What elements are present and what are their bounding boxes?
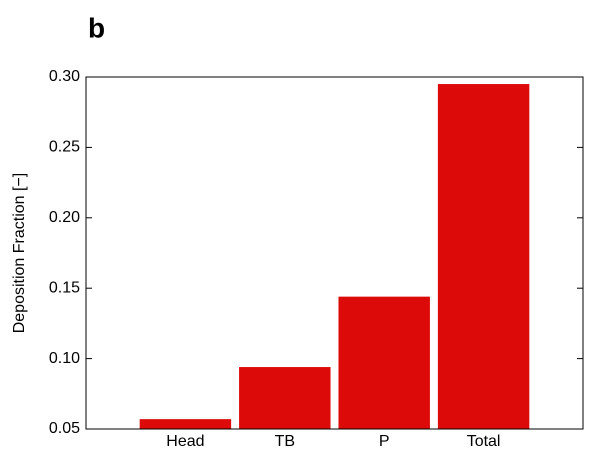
- bar: [239, 367, 331, 429]
- bar: [338, 296, 430, 429]
- y-tick-label: 0.25: [49, 139, 80, 156]
- panel-label: b: [88, 12, 105, 43]
- x-tick-label: Total: [467, 433, 501, 450]
- y-axis-label: Deposition Fraction [−]: [11, 173, 28, 334]
- x-tick-label: P: [379, 433, 390, 450]
- bar: [437, 84, 530, 429]
- y-tick-label: 0.30: [49, 68, 80, 85]
- y-tick-label: 0.15: [49, 279, 80, 296]
- y-tick-label: 0.05: [49, 420, 80, 437]
- bar: [139, 419, 232, 429]
- y-tick-label: 0.20: [49, 209, 80, 226]
- x-tick-label: TB: [275, 433, 295, 450]
- plot-frame: [85, 76, 584, 430]
- x-tick-label: Head: [166, 433, 204, 450]
- y-tick-label: 0.10: [49, 350, 80, 367]
